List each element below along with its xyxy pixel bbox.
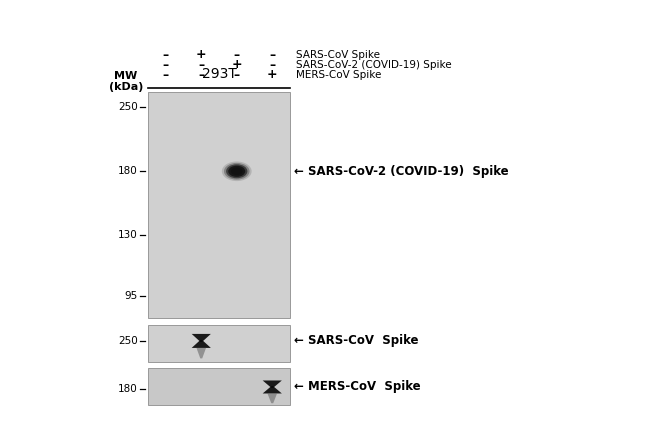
Text: ← SARS-CoV  Spike: ← SARS-CoV Spike: [294, 334, 419, 347]
Bar: [148, 325, 290, 362]
Text: 250: 250: [118, 102, 138, 112]
Ellipse shape: [200, 340, 203, 342]
Text: –: –: [269, 59, 276, 71]
Text: –: –: [162, 59, 169, 71]
Text: –: –: [269, 49, 276, 62]
Text: 95: 95: [125, 291, 138, 301]
Text: +: +: [231, 59, 242, 71]
Text: ← SARS-CoV-2 (COVID-19)  Spike: ← SARS-CoV-2 (COVID-19) Spike: [294, 165, 508, 178]
Bar: [148, 368, 290, 405]
Ellipse shape: [224, 163, 250, 180]
Text: 250: 250: [118, 336, 138, 346]
Text: –: –: [162, 68, 169, 81]
Text: SARS-CoV Spike: SARS-CoV Spike: [296, 50, 380, 60]
Text: ← MERS-CoV  Spike: ← MERS-CoV Spike: [294, 381, 421, 393]
Polygon shape: [263, 387, 282, 393]
Polygon shape: [192, 334, 211, 341]
Text: –: –: [162, 49, 169, 62]
Ellipse shape: [231, 168, 242, 175]
Text: 180: 180: [118, 384, 138, 395]
Text: –: –: [234, 68, 240, 81]
Ellipse shape: [228, 166, 245, 177]
Text: –: –: [198, 59, 204, 71]
Text: –: –: [234, 49, 240, 62]
Ellipse shape: [270, 386, 274, 388]
Text: –: –: [198, 68, 204, 81]
Ellipse shape: [226, 164, 248, 178]
Text: 130: 130: [118, 230, 138, 240]
Text: +: +: [196, 49, 207, 62]
Text: MERS-CoV Spike: MERS-CoV Spike: [296, 70, 382, 80]
Polygon shape: [196, 348, 206, 358]
Text: (kDa): (kDa): [109, 82, 143, 92]
Text: 180: 180: [118, 166, 138, 176]
Polygon shape: [267, 393, 277, 403]
Bar: [148, 92, 290, 318]
Text: +: +: [267, 68, 278, 81]
Ellipse shape: [222, 162, 252, 181]
Polygon shape: [192, 341, 211, 348]
Text: MW: MW: [114, 71, 138, 81]
Polygon shape: [263, 381, 282, 387]
Text: 293T: 293T: [202, 67, 237, 81]
Text: SARS-CoV-2 (COVID-19) Spike: SARS-CoV-2 (COVID-19) Spike: [296, 60, 452, 70]
